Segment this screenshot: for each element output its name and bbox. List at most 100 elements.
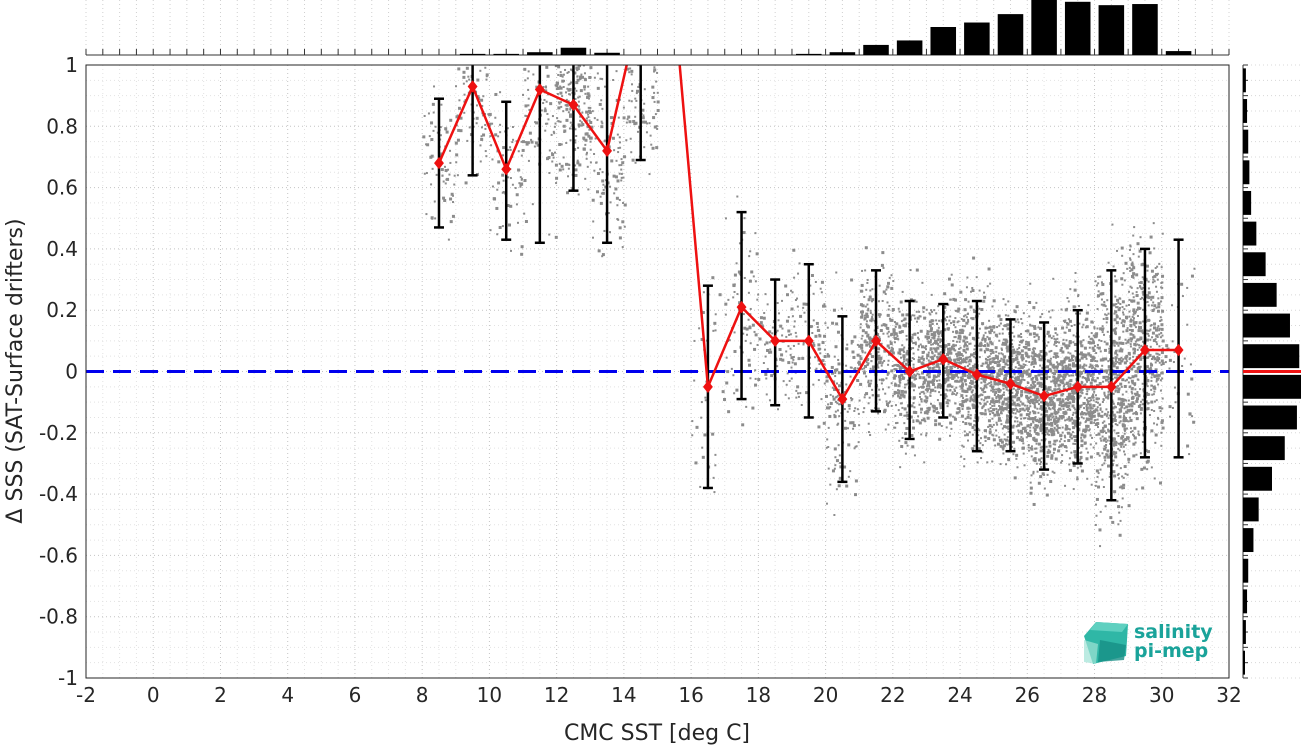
scatter-point — [999, 463, 1002, 466]
scatter-point — [965, 356, 968, 359]
scatter-point — [1016, 403, 1019, 406]
scatter-point — [574, 128, 577, 131]
scatter-point — [937, 335, 940, 338]
scatter-point — [521, 148, 525, 152]
scatter-point — [922, 359, 925, 362]
scatter-point — [865, 392, 869, 396]
scatter-point — [1019, 407, 1022, 410]
scatter-point — [653, 125, 657, 129]
scatter-point — [936, 411, 939, 414]
scatter-point — [922, 385, 925, 388]
scatter-point — [839, 403, 842, 406]
scatter-point — [1029, 390, 1033, 394]
scatter-point — [944, 344, 948, 348]
scatter-point — [886, 373, 889, 376]
scatter-point — [1054, 457, 1058, 461]
scatter-point — [1082, 430, 1085, 433]
scatter-point — [788, 379, 791, 382]
scatter-point — [550, 133, 553, 136]
scatter-point — [776, 365, 779, 368]
scatter-point — [1116, 500, 1119, 503]
scatter-point — [1105, 375, 1108, 378]
scatter-point — [1123, 321, 1126, 324]
scatter-point — [1062, 407, 1065, 410]
scatter-point — [1026, 398, 1029, 401]
scatter-point — [903, 394, 906, 397]
scatter-point — [467, 75, 470, 78]
scatter-point — [1107, 376, 1111, 380]
scatter-point — [864, 246, 868, 250]
scatter-point — [957, 337, 960, 340]
scatter-point — [1079, 342, 1082, 345]
scatter-point — [1081, 326, 1084, 329]
scatter-point — [1012, 440, 1016, 444]
scatter-point — [930, 293, 933, 296]
scatter-point — [1078, 305, 1081, 308]
scatter-point — [589, 137, 592, 140]
scatter-point — [998, 324, 1001, 327]
scatter-point — [440, 103, 443, 106]
scatter-point — [1038, 385, 1041, 388]
scatter-point — [991, 360, 995, 364]
scatter-point — [567, 111, 570, 114]
scatter-point — [1126, 473, 1129, 476]
scatter-point — [766, 367, 769, 370]
scatter-point — [1062, 403, 1066, 407]
scatter-point — [1060, 346, 1063, 349]
scatter-point — [998, 396, 1002, 400]
scatter-point — [985, 347, 988, 350]
scatter-point — [1029, 398, 1032, 401]
scatter-point — [957, 353, 960, 356]
scatter-point — [1125, 358, 1128, 361]
scatter-point — [1034, 406, 1037, 409]
scatter-point — [789, 333, 792, 336]
scatter-point — [590, 125, 594, 129]
scatter-point — [815, 321, 819, 325]
scatter-point — [1073, 324, 1076, 327]
scatter-point — [863, 396, 866, 399]
scatter-point — [868, 295, 872, 299]
scatter-point — [1112, 392, 1115, 395]
scatter-point — [884, 428, 887, 431]
scatter-point — [1116, 403, 1119, 406]
scatter-point — [983, 384, 987, 388]
scatter-point — [575, 134, 578, 137]
scatter-point — [1028, 332, 1032, 336]
scatter-point — [1091, 357, 1095, 361]
scatter-point — [433, 85, 436, 88]
scatter-point — [1078, 366, 1081, 369]
scatter-point — [1068, 328, 1072, 332]
scatter-point — [929, 360, 932, 363]
scatter-point — [556, 82, 559, 85]
scatter-point — [1117, 384, 1120, 387]
scatter-point — [1068, 345, 1071, 348]
scatter-point — [1123, 412, 1126, 415]
scatter-point — [643, 88, 646, 91]
scatter-point — [865, 312, 869, 316]
scatter-point — [636, 130, 639, 133]
scatter-point — [1098, 372, 1101, 375]
scatter-point — [971, 447, 975, 451]
scatter-point — [960, 414, 964, 418]
scatter-point — [1003, 433, 1006, 436]
scatter-point — [1038, 420, 1042, 424]
scatter-point — [834, 410, 837, 413]
scatter-point — [630, 151, 633, 154]
scatter-point — [1045, 372, 1048, 375]
scatter-point — [579, 115, 582, 118]
scatter-point — [785, 383, 788, 386]
scatter-point — [1089, 375, 1092, 378]
scatter-point — [903, 358, 906, 361]
scatter-point — [523, 212, 526, 215]
scatter-point — [1085, 311, 1089, 315]
scatter-point — [913, 373, 916, 376]
scatter-point — [1072, 435, 1075, 438]
scatter-point — [465, 66, 469, 70]
scatter-point — [1045, 407, 1048, 410]
scatter-point — [1019, 400, 1022, 403]
scatter-point — [809, 325, 813, 329]
scatter-point — [901, 436, 904, 439]
scatter-point — [1049, 357, 1052, 360]
scatter-point — [1078, 407, 1081, 410]
scatter-point — [1004, 376, 1008, 380]
